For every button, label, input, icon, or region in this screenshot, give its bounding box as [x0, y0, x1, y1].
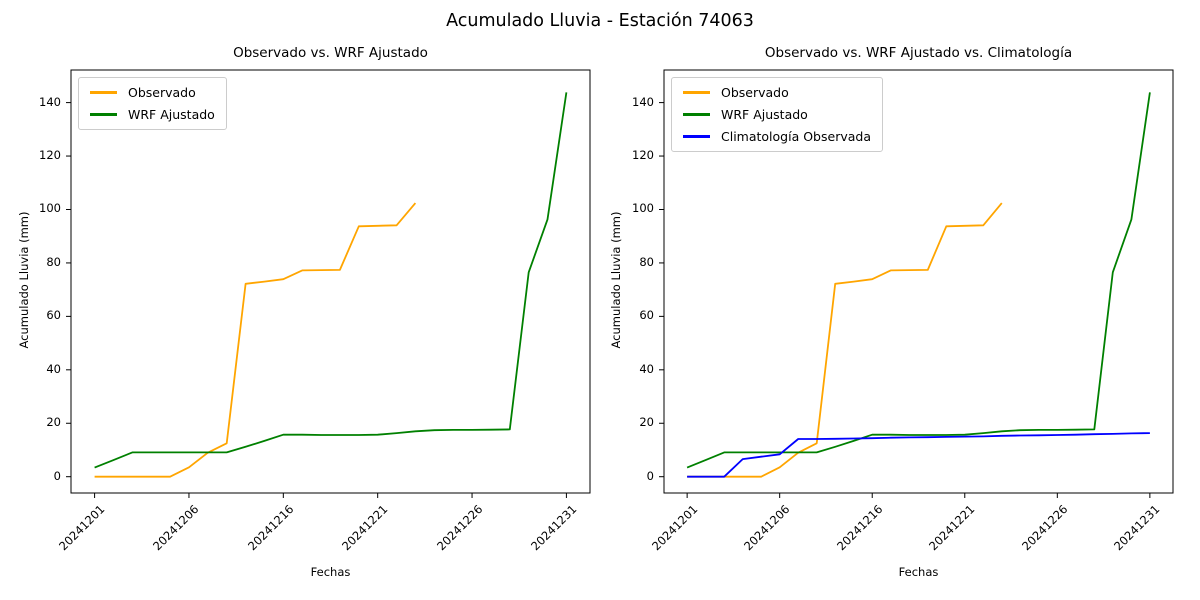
legend-entry-wrf-ajustado: WRF Ajustado: [90, 107, 215, 122]
legend-line-wrf-ajustado: [683, 113, 710, 116]
y-tick-label: 140: [632, 94, 654, 109]
legend-right: Observado WRF Ajustado Climatología Obse…: [671, 77, 883, 152]
subplot-right-title: Observado vs. WRF Ajustado vs. Climatolo…: [764, 45, 1073, 61]
legend-entry-observado: Observado: [683, 85, 871, 100]
legend-entry-observado: Observado: [90, 85, 215, 100]
y-tick-label: 140: [39, 94, 61, 109]
right-y-axis-label: Acumulado Lluvia (mm): [609, 211, 623, 349]
y-tick-label: 100: [632, 201, 654, 216]
y-tick-label: 60: [46, 308, 61, 323]
y-tick-label: 120: [39, 148, 61, 163]
axes-frame: [70, 69, 591, 494]
y-tick-label: 100: [39, 201, 61, 216]
y-tick-label: 20: [639, 415, 654, 430]
y-tick-label: 80: [639, 254, 654, 269]
series-line-wrf-ajustado: [94, 92, 568, 469]
subplot-left-title: Observado vs. WRF Ajustado: [233, 45, 428, 61]
figure-title: Acumulado Lluvia - Estación 74063: [446, 11, 754, 31]
series-line-climatología-observada: [687, 432, 1150, 478]
y-tick-label: 20: [46, 415, 61, 430]
series-line-observado: [94, 202, 417, 478]
legend-entry-climatologia-observada: Climatología Observada: [683, 129, 871, 144]
right-x-axis-label: Fechas: [898, 565, 939, 579]
legend-label: WRF Ajustado: [721, 107, 808, 122]
y-tick-label: 60: [639, 308, 654, 323]
legend-entry-wrf-ajustado: WRF Ajustado: [683, 107, 871, 122]
axes-frame: [663, 69, 1174, 494]
legend-line-observado: [90, 91, 117, 94]
legend-line-climatologia: [683, 135, 710, 138]
y-tick-label: 40: [46, 361, 61, 376]
y-tick-label: 0: [646, 468, 654, 483]
y-tick-label: 40: [639, 361, 654, 376]
y-tick-label: 0: [53, 468, 61, 483]
legend-label: Observado: [128, 85, 196, 100]
legend-left: Observado WRF Ajustado: [78, 77, 227, 130]
legend-label: WRF Ajustado: [128, 107, 215, 122]
legend-label: Observado: [721, 85, 789, 100]
series-line-observado: [687, 202, 1003, 478]
left-x-axis-label: Fechas: [310, 565, 351, 579]
y-tick-label: 120: [632, 148, 654, 163]
left-y-axis-label: Acumulado Lluvia (mm): [17, 211, 31, 349]
y-tick-label: 80: [46, 254, 61, 269]
series-line-wrf-ajustado: [686, 92, 1151, 469]
legend-line-observado: [683, 91, 710, 94]
legend-line-wrf-ajustado: [90, 113, 117, 116]
legend-label: Climatología Observada: [721, 129, 871, 144]
